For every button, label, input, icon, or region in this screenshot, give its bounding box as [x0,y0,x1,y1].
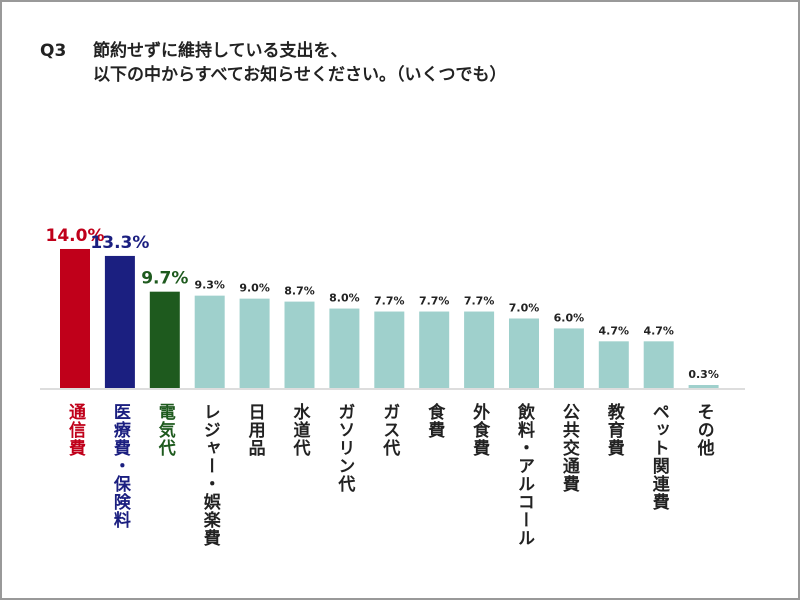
value-label: 8.7% [284,285,315,298]
value-label: 9.3% [194,279,225,292]
category-label: 教育費 [604,402,626,457]
category-label: ガス代 [379,403,401,457]
bar [464,311,495,388]
category-label: 医療費・保険料 [110,403,131,529]
category-label: レジャー・娯楽費 [200,403,221,547]
category-label: ガソリン代 [334,403,356,493]
bar [60,248,90,388]
bar [374,311,405,388]
category-label: 通信費 [65,403,86,457]
bar [553,328,584,388]
bar [598,341,629,388]
bar [194,295,225,388]
category-label: ペット関連費 [649,403,670,511]
value-label: 8.0% [329,292,360,305]
chart-title: 節約せずに維持している支出を、 [92,40,348,61]
category-label: 水道代 [290,402,312,457]
category-label: 公共交通費 [559,403,580,493]
value-label: 7.7% [419,295,450,308]
bar [284,301,315,388]
value-label: 4.7% [643,324,674,337]
bar [104,255,135,388]
bar [329,308,360,388]
value-label: 0.3% [688,368,719,381]
bar [239,298,270,388]
category-label: 飲料・アルコール [514,402,536,547]
bar [419,311,450,388]
category-label: 食費 [424,402,445,439]
value-label: 9.7% [141,269,188,289]
category-label: その他 [694,403,716,457]
value-label: 4.7% [599,324,630,337]
value-label: 6.0% [554,311,585,324]
value-label: 9.0% [239,282,270,295]
question-number: Q3 [40,41,66,61]
chart-title: 以下の中からすべてお知らせください。（いくつでも） [93,64,506,85]
bar [688,385,719,388]
value-label: 7.7% [374,295,405,308]
category-label: 日用品 [245,403,266,457]
value-label: 14.0% [46,226,105,246]
value-label: 13.3% [90,233,149,253]
bar [643,341,674,388]
value-label: 7.0% [509,301,540,314]
value-label: 7.7% [464,295,495,308]
bar [509,318,539,388]
bar [149,291,180,388]
category-label: 電気代 [155,403,177,457]
category-label: 外食費 [469,402,490,457]
